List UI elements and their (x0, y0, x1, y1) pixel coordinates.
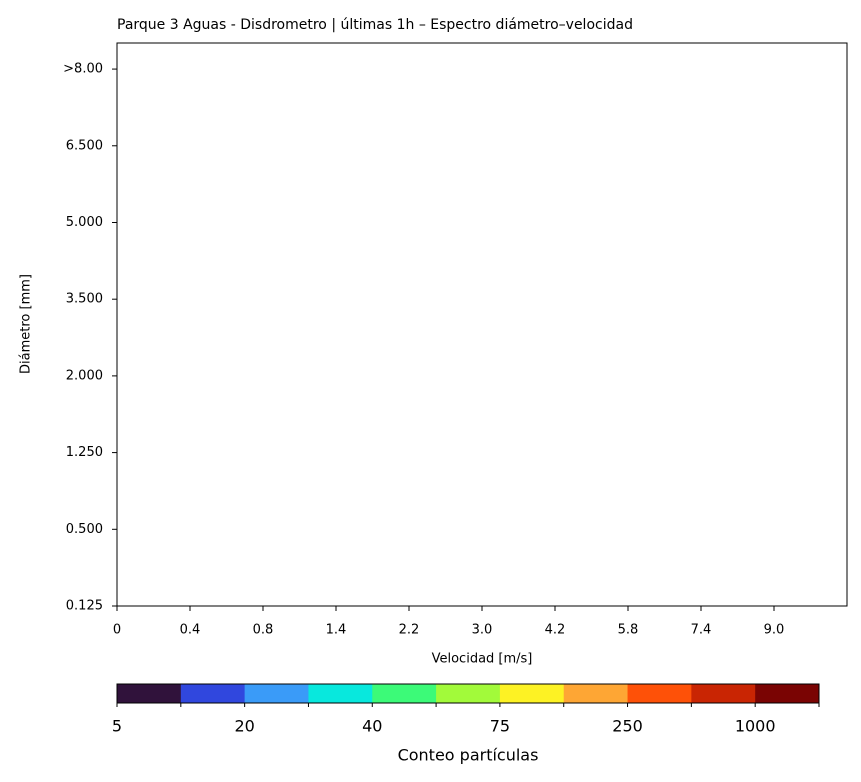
y-tick-label: 2.000 (66, 368, 103, 383)
y-tick-label: 0.125 (66, 599, 103, 614)
x-tick-label: 3.0 (472, 623, 493, 638)
colorbar-segment (117, 684, 182, 703)
colorbar-segment (691, 684, 756, 703)
x-tick-label: 0.4 (180, 623, 201, 638)
x-tick-label: 7.4 (691, 623, 712, 638)
x-tick-label: 5.8 (618, 623, 639, 638)
colorbar-tick-label: 75 (490, 717, 510, 736)
colorbar-segment (627, 684, 692, 703)
plot-frame (116, 42, 848, 607)
colorbar-segment (499, 684, 565, 703)
x-axis-label: Velocidad [m/s] (432, 652, 533, 667)
colorbar-segment (308, 684, 373, 703)
x-tick-label: 2.2 (399, 623, 420, 638)
y-tick-label: 0.500 (66, 522, 103, 537)
x-tick-label: 9.0 (764, 623, 785, 638)
y-tick-label: >8.00 (63, 62, 103, 77)
x-tick-label: 0.8 (253, 623, 274, 638)
y-tick-label: 3.500 (66, 292, 103, 307)
colorbar-segment (755, 684, 820, 703)
colorbar-tick-label: 1000 (735, 717, 776, 736)
colorbar-tick-label: 20 (234, 717, 254, 736)
y-axis-label: Diámetro [mm] (19, 274, 34, 374)
colorbar-tick-label: 5 (112, 717, 122, 736)
colorbar-frame (116, 683, 820, 704)
colorbar-tick-label: 40 (362, 717, 382, 736)
colorbar-segment (436, 684, 501, 703)
colorbar-segment (244, 684, 309, 703)
x-tick-label: 4.2 (545, 623, 566, 638)
colorbar-tick-label: 250 (612, 717, 643, 736)
y-tick-label: 6.500 (66, 138, 103, 153)
y-tick-label: 5.000 (66, 215, 103, 230)
colorbar-label: Conteo partículas (398, 746, 539, 765)
colorbar-segment (563, 684, 629, 703)
colorbar-segment (180, 684, 246, 703)
x-tick-label: 0 (113, 623, 121, 638)
chart-title: Parque 3 Aguas - Disdrometro | últimas 1… (117, 17, 633, 33)
colorbar-segment (372, 684, 437, 703)
x-tick-label: 1.4 (326, 623, 347, 638)
y-tick-label: 1.250 (66, 445, 103, 460)
